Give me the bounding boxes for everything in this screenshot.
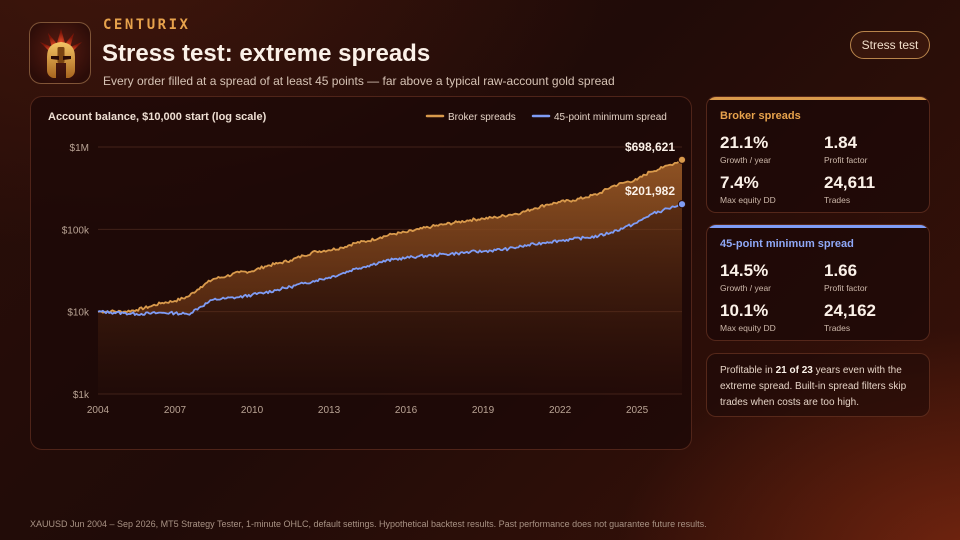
x-tick-label: 2019 — [472, 405, 495, 416]
minimum-end-point — [677, 200, 687, 209]
stats-heading: Broker spreads — [720, 110, 801, 122]
profit-factor-value: 1.66 — [824, 261, 858, 280]
stats-card-broker: Broker spreads 21.1% Growth / year 1.84 … — [706, 96, 930, 213]
max-dd-label: Max equity DD — [720, 323, 776, 333]
spread-gap-band — [98, 159, 682, 315]
x-tick-label: 2004 — [87, 405, 110, 416]
note-text-before: Profitable in — [720, 365, 776, 376]
profit-factor-label: Profit factor — [824, 283, 868, 293]
y-axis-ticks: $1k $10k $100k $1M — [62, 143, 90, 401]
note-text-after: years even with the extreme spread. Buil… — [720, 365, 907, 408]
chart-series — [97, 155, 687, 316]
y-tick-label: $100k — [62, 225, 90, 236]
centurion-helmet-logo — [29, 22, 91, 84]
chart-title: Account balance, $10,000 start (log scal… — [48, 111, 267, 123]
legend-label-minimum: 45-point minimum spread — [554, 112, 667, 123]
card-accent-bar — [707, 97, 929, 100]
growth-label: Growth / year — [720, 155, 772, 165]
balance-chart-card: Account balance, $10,000 start (log scal… — [30, 96, 692, 450]
y-tick-label: $10k — [67, 308, 90, 319]
growth-label: Growth / year — [720, 283, 772, 293]
max-dd-value: 7.4% — [720, 173, 759, 192]
minimum-end-label: $201,982 — [625, 184, 675, 198]
legend-label-broker: Broker spreads — [448, 112, 516, 123]
chart-end-labels: $698,621 $201,982 — [625, 140, 675, 198]
max-dd-value: 10.1% — [720, 301, 769, 320]
x-tick-label: 2022 — [549, 405, 572, 416]
trades-label: Trades — [824, 323, 851, 333]
x-tick-label: 2025 — [626, 405, 649, 416]
growth-value: 14.5% — [720, 261, 769, 280]
chart-legend: Broker spreads 45-point minimum spread — [425, 112, 667, 123]
chart-area-fills — [98, 159, 682, 394]
broker-end-point — [677, 155, 687, 164]
profit-factor-value: 1.84 — [824, 133, 858, 152]
y-tick-label: $1k — [73, 390, 90, 401]
stats-heading: 45-point minimum spread — [720, 238, 854, 250]
x-tick-label: 2013 — [318, 405, 341, 416]
page-subtitle: Every order filled at a spread of at lea… — [103, 74, 615, 88]
stats-card-minimum: 45-point minimum spread 14.5% Growth / y… — [706, 224, 930, 341]
balance-chart: Account balance, $10,000 start (log scal… — [48, 111, 687, 416]
y-tick-label: $1M — [70, 143, 89, 154]
x-axis-ticks: 2004 2007 2010 2013 2016 2019 2022 2025 — [87, 405, 649, 416]
broker-spreads-line — [97, 158, 683, 314]
trades-value: 24,162 — [824, 301, 876, 320]
x-tick-label: 2016 — [395, 405, 418, 416]
x-tick-label: 2010 — [241, 405, 264, 416]
disclaimer-footer: XAUUSD Jun 2004 – Sep 2026, MT5 Strategy… — [30, 519, 707, 529]
trades-value: 24,611 — [824, 173, 876, 192]
brand-name: CENTURIX — [103, 17, 191, 33]
stress-test-badge[interactable]: Stress test — [850, 31, 930, 59]
note-highlight: 21 of 23 — [775, 365, 813, 376]
profitability-note: Profitable in 21 of 23 years even with t… — [706, 353, 930, 417]
page-title: Stress test: extreme spreads — [102, 40, 431, 67]
growth-value: 21.1% — [720, 133, 769, 152]
trades-label: Trades — [824, 195, 851, 205]
x-tick-label: 2007 — [164, 405, 187, 416]
broker-end-label: $698,621 — [625, 140, 675, 154]
minimum-spread-line — [97, 203, 683, 316]
card-accent-bar — [707, 225, 929, 228]
profit-factor-label: Profit factor — [824, 155, 868, 165]
max-dd-label: Max equity DD — [720, 195, 776, 205]
